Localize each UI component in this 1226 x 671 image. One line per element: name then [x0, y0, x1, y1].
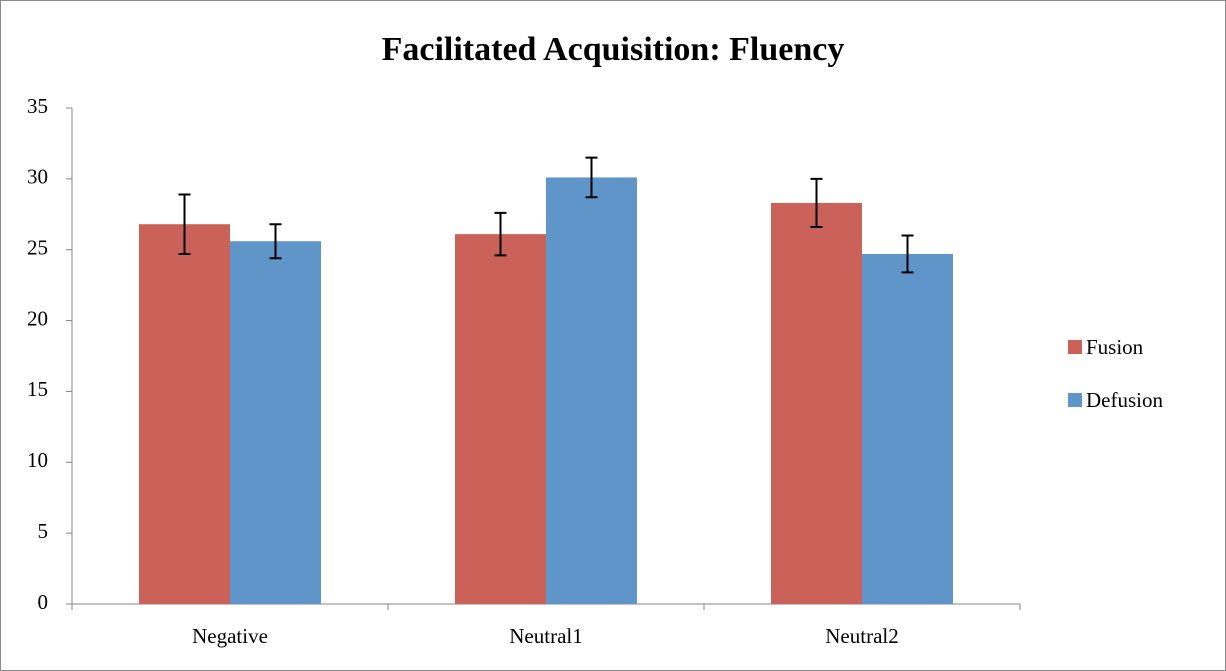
- y-tick-label: 20: [27, 306, 48, 330]
- bar: [455, 234, 546, 604]
- y-tick-label: 5: [38, 519, 49, 543]
- bar: [771, 202, 862, 604]
- legend-swatch: [1068, 340, 1082, 354]
- chart-title: Facilitated Acquisition: Fluency: [382, 31, 845, 68]
- error-bar: [494, 211, 507, 257]
- x-tick-label: Neutral2: [825, 624, 898, 648]
- y-tick-label: 25: [27, 236, 48, 260]
- y-tick-label: 30: [27, 165, 48, 189]
- error-bar: [178, 193, 191, 255]
- error-bar: [810, 177, 823, 229]
- legend-label: Fusion: [1086, 335, 1144, 359]
- bar: [862, 253, 953, 605]
- y-tick-label: 0: [38, 590, 49, 614]
- x-tick-label: Negative: [192, 624, 268, 648]
- y-tick-label: 35: [27, 94, 48, 118]
- error-bar: [269, 223, 282, 260]
- legend-swatch: [1068, 393, 1082, 407]
- legend-label: Defusion: [1086, 388, 1163, 412]
- y-tick-label: 15: [27, 377, 48, 401]
- bar: [546, 177, 637, 604]
- error-bar: [585, 156, 598, 199]
- bar: [139, 224, 230, 604]
- bar: [230, 241, 321, 604]
- y-tick-label: 10: [27, 448, 48, 472]
- x-tick-label: Neutral1: [509, 624, 582, 648]
- error-bar: [901, 234, 914, 274]
